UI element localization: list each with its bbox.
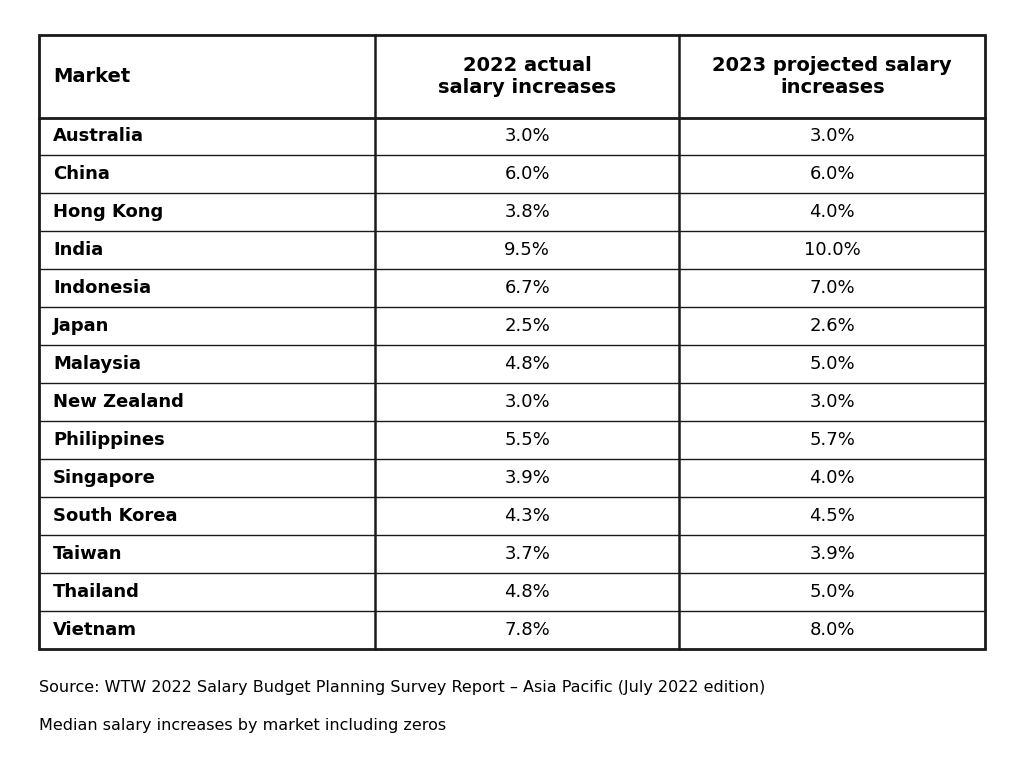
- Text: 3.0%: 3.0%: [505, 393, 550, 411]
- Text: Thailand: Thailand: [53, 583, 140, 601]
- Text: Australia: Australia: [53, 127, 144, 145]
- Text: 4.3%: 4.3%: [504, 507, 550, 525]
- Bar: [39, 35, 985, 649]
- Text: 2022 actual
salary increases: 2022 actual salary increases: [438, 55, 616, 97]
- Text: 4.0%: 4.0%: [809, 204, 855, 221]
- Text: Vietnam: Vietnam: [53, 621, 137, 639]
- Text: Japan: Japan: [53, 317, 110, 336]
- Text: 3.9%: 3.9%: [504, 469, 550, 487]
- Text: 6.7%: 6.7%: [504, 280, 550, 297]
- Text: 3.0%: 3.0%: [505, 127, 550, 145]
- Text: New Zealand: New Zealand: [53, 393, 184, 411]
- Text: Hong Kong: Hong Kong: [53, 204, 164, 221]
- Text: 6.0%: 6.0%: [810, 165, 855, 184]
- Text: Source: WTW 2022 Salary Budget Planning Survey Report – Asia Pacific (July 2022 : Source: WTW 2022 Salary Budget Planning …: [39, 680, 765, 695]
- Text: 8.0%: 8.0%: [810, 621, 855, 639]
- Text: 5.0%: 5.0%: [809, 583, 855, 601]
- Text: 4.8%: 4.8%: [504, 356, 550, 373]
- Text: Indonesia: Indonesia: [53, 280, 152, 297]
- Text: 10.0%: 10.0%: [804, 241, 860, 260]
- Text: 4.0%: 4.0%: [809, 469, 855, 487]
- Text: 7.0%: 7.0%: [809, 280, 855, 297]
- Text: 5.5%: 5.5%: [504, 431, 550, 449]
- Text: 2023 projected salary
increases: 2023 projected salary increases: [713, 55, 952, 97]
- Text: Median salary increases by market including zeros: Median salary increases by market includ…: [39, 718, 446, 733]
- Text: Market: Market: [53, 67, 130, 85]
- Text: 3.0%: 3.0%: [809, 127, 855, 145]
- Text: Philippines: Philippines: [53, 431, 165, 449]
- Text: 9.5%: 9.5%: [504, 241, 550, 260]
- Text: 7.8%: 7.8%: [504, 621, 550, 639]
- Text: 6.0%: 6.0%: [505, 165, 550, 184]
- Text: Taiwan: Taiwan: [53, 545, 123, 563]
- Text: Malaysia: Malaysia: [53, 356, 141, 373]
- Text: 4.5%: 4.5%: [809, 507, 855, 525]
- Text: 5.7%: 5.7%: [809, 431, 855, 449]
- Text: South Korea: South Korea: [53, 507, 178, 525]
- Text: 3.0%: 3.0%: [809, 393, 855, 411]
- Text: 3.9%: 3.9%: [809, 545, 855, 563]
- Text: Singapore: Singapore: [53, 469, 156, 487]
- Text: 3.8%: 3.8%: [504, 204, 550, 221]
- Text: 2.5%: 2.5%: [504, 317, 550, 336]
- Text: India: India: [53, 241, 103, 260]
- Text: 3.7%: 3.7%: [504, 545, 550, 563]
- Text: 2.6%: 2.6%: [809, 317, 855, 336]
- Text: China: China: [53, 165, 111, 184]
- Text: 5.0%: 5.0%: [809, 356, 855, 373]
- Text: 4.8%: 4.8%: [504, 583, 550, 601]
